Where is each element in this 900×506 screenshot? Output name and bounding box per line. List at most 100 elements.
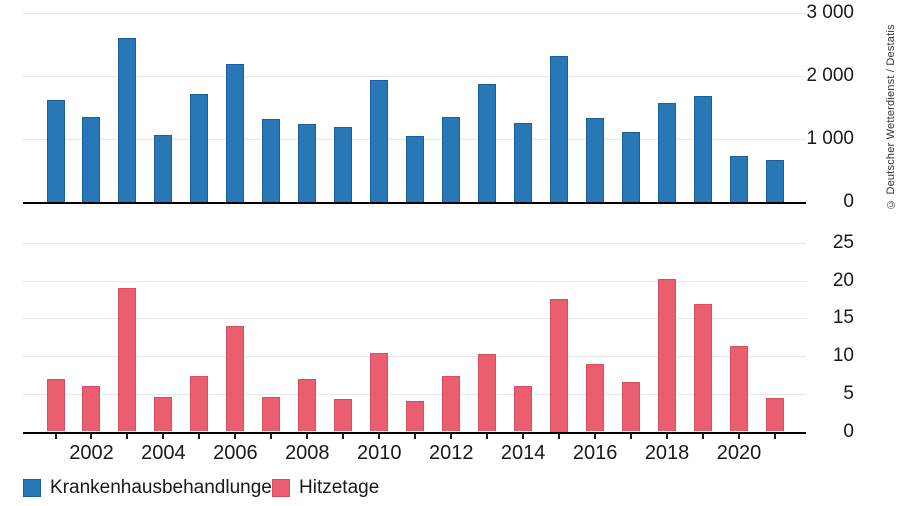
bar-hitzetage-2012 [442, 375, 461, 432]
bar-krankenhausbehandlungen-2012 [442, 116, 461, 202]
bar-hitzetage-2013 [478, 353, 497, 432]
x-axis-year-label: 2008 [285, 442, 330, 464]
x-axis-tick [774, 433, 776, 439]
x-axis-tick [558, 433, 561, 439]
x-axis-tick [270, 433, 273, 439]
bar-hitzetage-2003 [118, 288, 137, 432]
x-axis-year-label: 2018 [644, 442, 690, 464]
bar-hitzetage-2011 [406, 401, 425, 432]
x-axis-tick [378, 433, 381, 439]
bar-hitzetage-2017 [622, 381, 641, 432]
bar-hitzetage-2006 [226, 325, 245, 432]
bar-krankenhausbehandlungen-2004 [154, 135, 173, 202]
bar-hitzetage-2019 [694, 303, 713, 432]
bar-hitzetage-2004 [154, 396, 173, 432]
x-axis-tick [234, 433, 237, 439]
bar-krankenhausbehandlungen-2002 [82, 116, 101, 202]
y-axis-tick-label: 15 [832, 307, 854, 329]
x-axis-tick [594, 433, 597, 439]
bar-krankenhausbehandlungen-2016 [586, 118, 605, 202]
bar-krankenhausbehandlungen-2001 [46, 99, 65, 202]
x-axis-year-label: 2004 [141, 442, 186, 464]
bar-krankenhausbehandlungen-2005 [190, 93, 209, 202]
gridline [23, 393, 806, 395]
y-axis-tick-label: 10 [832, 345, 854, 366]
bar-krankenhausbehandlungen-2021 [766, 160, 784, 202]
x-axis-tick [738, 433, 741, 439]
bar-krankenhausbehandlungen-2009 [334, 127, 353, 202]
x-axis-tick [90, 433, 93, 439]
x-axis-year-label: 2002 [69, 442, 114, 464]
bar-hitzetage-2001 [46, 378, 65, 432]
x-axis-tick [702, 433, 705, 439]
x-axis-tick [306, 433, 309, 439]
bar-hitzetage-2007 [262, 396, 281, 432]
bar-hitzetage-2005 [190, 375, 209, 432]
gridline [23, 13, 806, 14]
x-axis-year-label: 2012 [428, 442, 474, 464]
legend-label: Hitzetage [299, 477, 380, 498]
x-axis-tick [522, 433, 525, 439]
x-axis-year-label: 2010 [357, 442, 402, 464]
bar-krankenhausbehandlungen-2019 [694, 96, 713, 202]
gridline [23, 76, 806, 77]
bar-hitzetage-2021 [766, 397, 784, 432]
y-axis-tick-label: 20 [832, 269, 854, 291]
x-axis-tick [630, 433, 633, 439]
x-axis-tick [54, 433, 57, 439]
gridline [23, 318, 806, 320]
x-axis-tick [414, 433, 417, 439]
source-credit: © Deutscher Wetterdienst / Destatis [885, 24, 897, 210]
bar-krankenhausbehandlungen-2007 [262, 119, 281, 202]
bar-krankenhausbehandlungen-2013 [478, 84, 497, 202]
bar-krankenhausbehandlungen-2003 [118, 38, 137, 202]
gridline [23, 280, 806, 282]
bar-hitzetage-2018 [658, 278, 677, 432]
x-axis-tick [126, 433, 129, 439]
bar-krankenhausbehandlungen-2006 [226, 64, 245, 202]
x-axis-line [23, 431, 806, 434]
x-axis-tick [342, 433, 345, 439]
y-axis-tick-label: 25 [832, 231, 854, 253]
bar-hitzetage-2010 [370, 352, 389, 432]
bar-hitzetage-2002 [82, 386, 101, 432]
bar-krankenhausbehandlungen-2011 [406, 136, 425, 202]
x-axis-year-label: 2014 [500, 442, 546, 464]
legend-item-krankenhausbehandlungen: Krankenhausbehandlungen [23, 478, 282, 498]
x-axis-tick [162, 433, 165, 439]
krankenhausbehandlungen-legend-swatch [23, 479, 41, 497]
x-axis-tick [450, 433, 453, 439]
y-axis-tick-label: 5 [843, 382, 854, 404]
gridline [23, 242, 806, 244]
bar-hitzetage-2009 [334, 399, 353, 432]
bar-hitzetage-2008 [298, 379, 317, 432]
y-axis-tick-label: 2 000 [806, 65, 854, 86]
y-axis-tick-label: 0 [843, 420, 854, 442]
bar-krankenhausbehandlungen-2018 [658, 103, 677, 202]
bar-krankenhausbehandlungen-2010 [370, 79, 389, 202]
bar-hitzetage-2014 [514, 386, 533, 432]
bar-krankenhausbehandlungen-2020 [730, 156, 749, 202]
bar-krankenhausbehandlungen-2014 [514, 122, 533, 202]
gridline [23, 356, 806, 357]
x-axis-year-label: 2016 [572, 442, 618, 464]
bar-krankenhausbehandlungen-2017 [622, 132, 641, 202]
x-axis-year-label: 2020 [716, 442, 762, 464]
legend-item-hitzetage: Hitzetage [272, 478, 379, 498]
bar-hitzetage-2016 [586, 363, 605, 432]
bar-krankenhausbehandlungen-2015 [550, 55, 569, 202]
legend-label: Krankenhausbehandlungen [50, 477, 283, 498]
x-axis-year-label: 2006 [213, 442, 258, 464]
hitzetage-legend-swatch [272, 479, 290, 497]
y-axis-tick-label: 0 [843, 191, 854, 212]
bar-hitzetage-2020 [730, 346, 749, 432]
x-axis-tick [666, 433, 669, 439]
x-axis-tick [198, 433, 201, 439]
bar-hitzetage-2015 [550, 299, 569, 432]
x-axis-tick [486, 433, 489, 439]
x-axis-line [23, 202, 806, 204]
y-axis-tick-label: 3 000 [806, 2, 854, 23]
